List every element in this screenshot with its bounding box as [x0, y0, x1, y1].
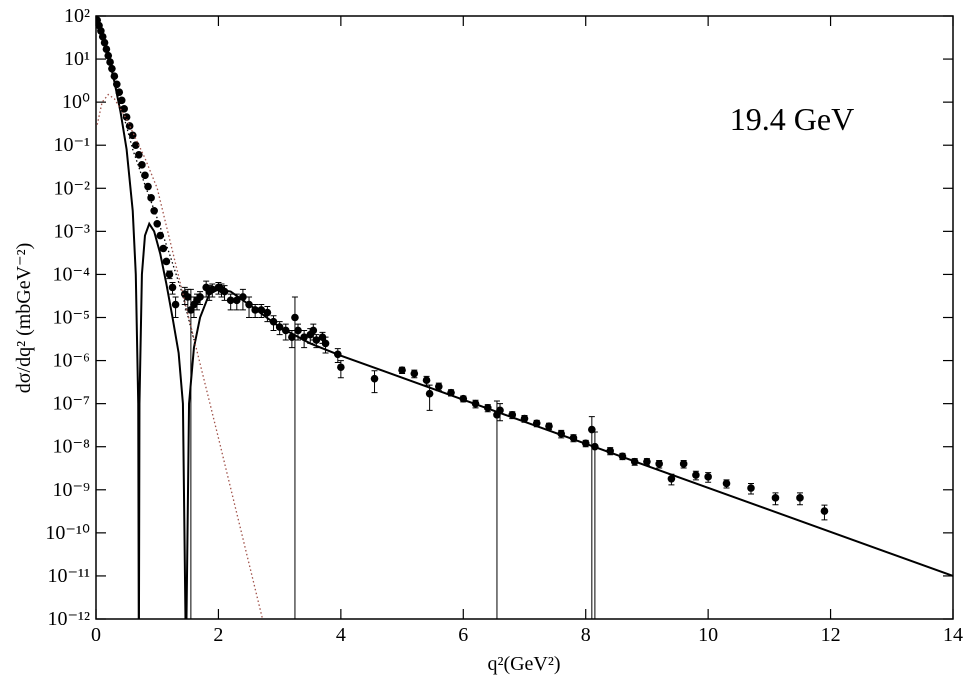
data-point — [796, 494, 804, 502]
y-tick-label: 10¹ — [64, 48, 90, 70]
x-tick-label: 4 — [336, 624, 346, 646]
data-point — [655, 460, 663, 468]
y-tick-label: 10⁻⁸ — [52, 436, 90, 458]
error-bar — [588, 416, 595, 619]
data-point — [643, 457, 651, 466]
data-point — [422, 376, 431, 385]
data-point — [141, 171, 149, 180]
data-point — [321, 339, 330, 348]
error-bar — [493, 400, 500, 619]
x-tick-label: 14 — [943, 624, 963, 646]
y-tick-label: 10⁻¹¹ — [47, 565, 90, 587]
data-point — [771, 494, 780, 502]
y-tick-label: 10⁻⁴ — [52, 263, 90, 285]
data-point — [159, 244, 168, 253]
data-point — [425, 389, 434, 398]
data-point — [156, 231, 165, 240]
data-point — [312, 336, 321, 344]
data-point — [747, 484, 755, 492]
data-point — [184, 293, 192, 301]
x-tick-label: 6 — [458, 624, 468, 646]
data-point — [135, 150, 143, 159]
data-point — [226, 296, 235, 305]
x-axis-label: q²(GeV²) — [487, 653, 560, 675]
error-bar — [426, 384, 433, 411]
data-point — [147, 194, 155, 202]
data-point — [337, 363, 345, 372]
y-tick-label: 10⁻⁵ — [52, 307, 90, 329]
data-point — [138, 161, 146, 169]
data-point — [153, 219, 162, 228]
data-point — [704, 473, 712, 481]
annotation: 19.4 GeV — [730, 101, 854, 137]
data-point — [291, 313, 299, 322]
y-tick-label: 10⁻¹⁰ — [45, 522, 90, 544]
data-point — [309, 326, 318, 335]
data-point — [150, 207, 158, 215]
error-bar — [187, 288, 194, 619]
data-point — [144, 182, 152, 191]
data-point — [168, 283, 177, 292]
data-point — [545, 422, 553, 430]
y-tick-label: 10⁰ — [62, 91, 90, 113]
y-tick-label: 10⁻¹² — [47, 608, 90, 630]
data-point — [820, 507, 829, 515]
curve — [96, 93, 264, 619]
data-point — [318, 333, 327, 341]
y-tick-label: 10⁻⁹ — [52, 479, 90, 501]
x-tick-label: 2 — [213, 624, 223, 646]
data-point — [171, 300, 180, 309]
data-point — [162, 257, 171, 266]
data-point — [165, 270, 174, 279]
data-point — [196, 293, 204, 301]
y-tick-label: 10⁻⁷ — [52, 393, 90, 415]
y-tick-label: 10² — [64, 5, 90, 27]
data-point — [125, 122, 134, 130]
data-point — [232, 296, 241, 305]
data-point — [120, 105, 128, 113]
curve — [96, 17, 953, 619]
data-point — [667, 474, 676, 483]
data-point — [117, 96, 126, 105]
x-tick-label: 10 — [698, 624, 718, 646]
error-bar — [591, 431, 598, 619]
y-tick-label: 10⁻³ — [53, 220, 90, 242]
x-tick-label: 8 — [581, 624, 591, 646]
y-tick-label: 10⁻² — [53, 177, 90, 199]
data-point — [398, 366, 406, 374]
data-point — [692, 471, 700, 479]
data-point — [294, 326, 302, 335]
data-point — [435, 382, 443, 391]
data-point — [128, 131, 137, 140]
x-tick-label: 12 — [821, 624, 841, 646]
error-bar — [291, 296, 298, 619]
data-point — [263, 308, 272, 317]
y-axis-label: dσ/dq² (mbGeV⁻²) — [13, 243, 35, 394]
y-tick-label: 10⁻¹ — [53, 134, 90, 156]
y-tick-label: 10⁻⁶ — [52, 350, 90, 372]
curve — [96, 17, 195, 341]
data-point — [722, 479, 731, 488]
x-tick-label: 0 — [91, 624, 101, 646]
data-point — [410, 369, 419, 378]
data-point — [370, 374, 379, 383]
plot-area — [96, 16, 953, 619]
data-point — [679, 460, 688, 468]
data-point — [131, 141, 140, 150]
